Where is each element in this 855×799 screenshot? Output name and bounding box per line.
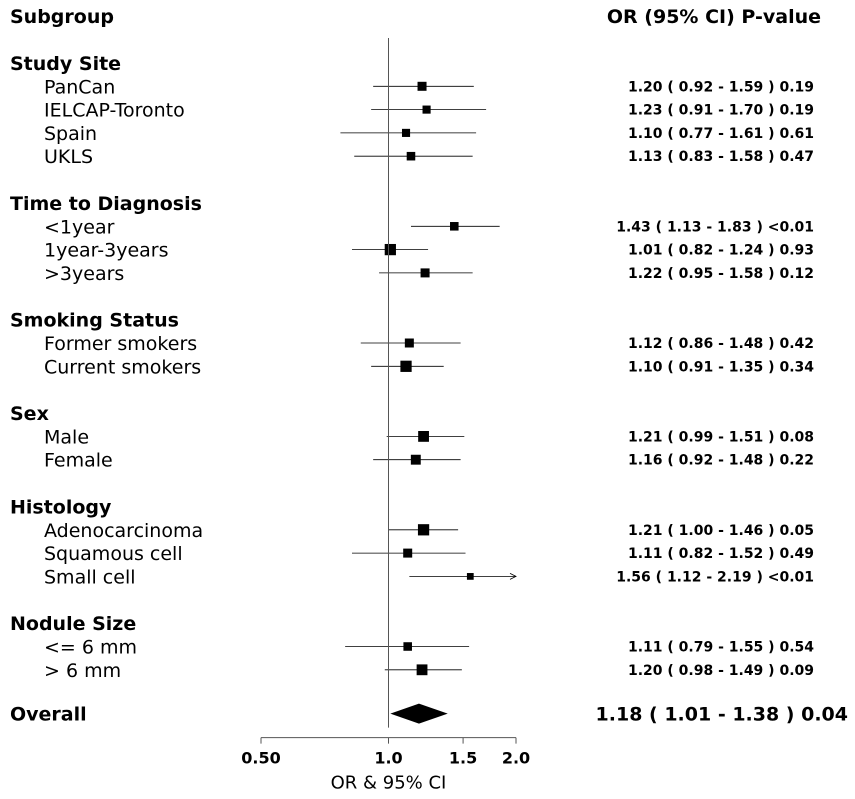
x-axis-label: OR & 95% CI <box>331 773 447 794</box>
group-label: Time to Diagnosis <box>10 193 202 215</box>
row-label: <= 6 mm <box>44 637 137 659</box>
row-label: >3years <box>44 263 124 285</box>
point-estimate <box>418 431 429 442</box>
row-stats: 1.01 ( 0.82 - 1.24 ) 0.93 <box>628 243 814 259</box>
row-stats: 1.20 ( 0.98 - 1.49 ) 0.09 <box>628 663 814 679</box>
row-label: IELCAP-Toronto <box>44 100 185 122</box>
group-label: Smoking Status <box>10 310 179 332</box>
point-estimate <box>416 664 428 676</box>
row-label: Squamous cell <box>44 543 183 565</box>
row-label: Spain <box>44 123 97 145</box>
row-label: Small cell <box>44 566 136 588</box>
group-label: Histology <box>10 497 112 519</box>
group-label: Sex <box>10 403 49 425</box>
row-label: PanCan <box>44 76 115 98</box>
point-estimate <box>400 360 412 372</box>
point-estimate <box>450 222 459 231</box>
row-label: Former smokers <box>44 333 197 355</box>
row-stats: 1.11 ( 0.79 - 1.55 ) 0.54 <box>628 640 814 656</box>
group-label: Nodule Size <box>10 613 136 635</box>
row-stats: 1.56 ( 1.12 - 2.19 ) <0.01 <box>616 569 814 585</box>
stats-header: OR (95% CI) P-value <box>607 6 821 28</box>
row-label: <1year <box>44 216 115 238</box>
row-stats: 1.16 ( 0.92 - 1.48 ) 0.22 <box>628 453 814 469</box>
point-estimate <box>401 128 411 137</box>
row-stats: 1.11 ( 0.82 - 1.52 ) 0.49 <box>628 546 814 562</box>
row-label: > 6 mm <box>44 660 121 682</box>
row-stats: 1.43 ( 1.13 - 1.83 ) <0.01 <box>616 219 814 235</box>
point-estimate <box>420 268 430 278</box>
point-estimate <box>422 105 431 114</box>
point-estimate <box>410 454 421 465</box>
x-tick-label: 0.50 <box>241 749 280 768</box>
group-label: Study Site <box>10 53 121 75</box>
overall-diamond <box>390 703 448 724</box>
overall-label: Overall <box>10 704 87 726</box>
row-stats: 1.10 ( 0.77 - 1.61 ) 0.61 <box>628 126 814 142</box>
row-label: 1year-3years <box>44 240 169 262</box>
point-estimate <box>403 642 412 651</box>
point-estimate <box>406 151 416 161</box>
point-estimate <box>417 81 427 91</box>
point-estimate <box>384 243 396 256</box>
point-estimate <box>417 524 430 536</box>
row-stats: 1.21 ( 0.99 - 1.51 ) 0.08 <box>628 429 814 445</box>
row-label: Adenocarcinoma <box>44 520 203 542</box>
point-estimate <box>403 548 413 558</box>
ci-arrow <box>509 573 517 580</box>
x-tick-label: 1.0 <box>374 749 402 768</box>
row-stats: 1.12 ( 0.86 - 1.48 ) 0.42 <box>628 336 814 352</box>
row-label: Current smokers <box>44 356 201 378</box>
row-stats: 1.10 ( 0.91 - 1.35 ) 0.34 <box>628 359 814 375</box>
row-stats: 1.23 ( 0.91 - 1.70 ) 0.19 <box>628 103 814 119</box>
row-label: UKLS <box>44 146 93 168</box>
x-tick-label: 2.0 <box>502 749 530 768</box>
point-estimate <box>466 573 474 580</box>
subgroup-header: Subgroup <box>10 6 114 28</box>
row-label: Female <box>44 450 113 472</box>
row-stats: 1.22 ( 0.95 - 1.58 ) 0.12 <box>628 266 814 282</box>
overall-stats: 1.18 ( 1.01 - 1.38 ) 0.04 <box>596 704 848 726</box>
row-label: Male <box>44 426 89 448</box>
x-tick-label: 1.5 <box>449 749 477 768</box>
point-estimate <box>404 338 414 348</box>
row-stats: 1.13 ( 0.83 - 1.58 ) 0.47 <box>628 149 814 165</box>
row-stats: 1.20 ( 0.92 - 1.59 ) 0.19 <box>628 79 814 95</box>
row-stats: 1.21 ( 1.00 - 1.46 ) 0.05 <box>628 523 814 539</box>
